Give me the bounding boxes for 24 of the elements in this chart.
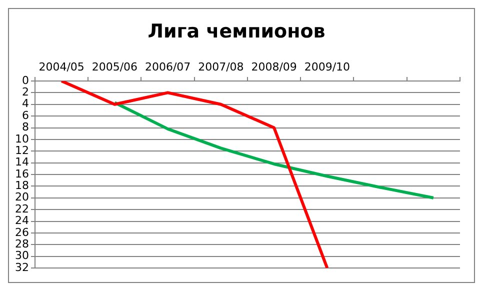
- y-tick-label: 26: [14, 226, 29, 239]
- y-tick-label: 22: [14, 202, 29, 216]
- y-tick-label: 18: [14, 179, 29, 192]
- x-tick-label: 2005/06: [92, 60, 138, 74]
- y-tick-label: 28: [14, 237, 29, 250]
- chart-title: Лига чемпионов: [148, 20, 326, 42]
- y-tick-label: 0: [22, 74, 29, 87]
- y-tick-label: 6: [22, 108, 29, 122]
- y-tick-label: 16: [14, 167, 29, 180]
- x-tick-label: 2009/10: [304, 60, 350, 74]
- y-tick-label: 24: [14, 214, 29, 228]
- x-tick-label: 2004/05: [38, 60, 84, 74]
- y-tick-label: 32: [14, 260, 29, 274]
- y-tick-label: 30: [14, 249, 29, 262]
- x-tick-label: 2007/08: [198, 60, 244, 74]
- y-tick-label: 14: [14, 156, 29, 169]
- y-tick-label: 2: [22, 86, 29, 99]
- y-tick-label: 20: [14, 190, 29, 204]
- y-tick-label: 8: [22, 120, 29, 134]
- x-tick-label: 2006/07: [144, 60, 191, 74]
- y-tick-label: 10: [14, 132, 29, 146]
- x-tick-label: 2008/09: [251, 60, 297, 74]
- y-tick-label: 4: [22, 97, 29, 110]
- y-tick-label: 12: [14, 144, 29, 157]
